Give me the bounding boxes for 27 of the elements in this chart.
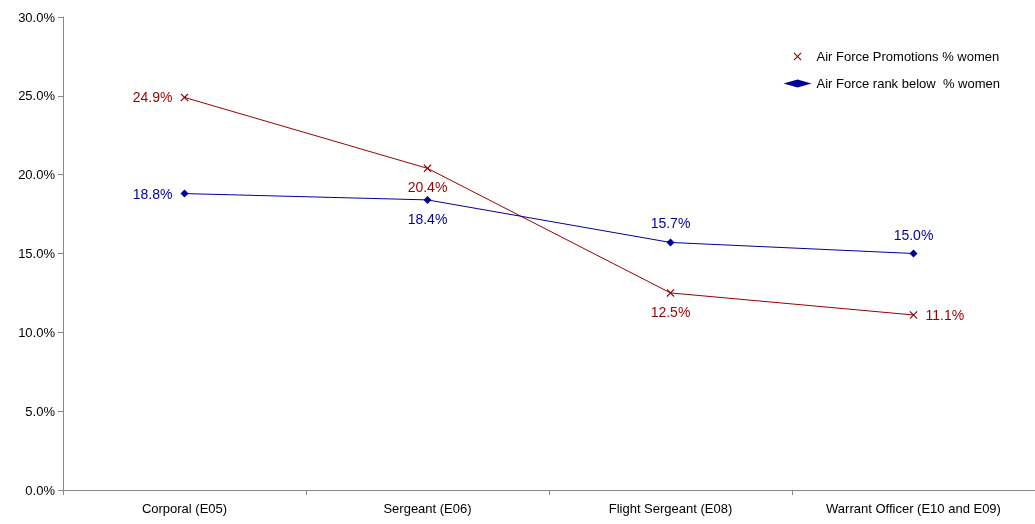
point (180, 189, 189, 198)
point (423, 195, 432, 204)
y-tick-label: 5.0% (25, 403, 56, 419)
data-label: 15.7% (650, 215, 691, 232)
point (666, 238, 675, 247)
data-label: 15.0% (893, 226, 934, 243)
y-tick-label: 15.0% (18, 246, 56, 261)
data-label: 12.5% (650, 303, 691, 320)
data-label: 11.1% (925, 306, 965, 323)
point (666, 288, 675, 297)
y-tick-label: 0.0% (25, 482, 56, 498)
x-tick-label: Corporal (E05) (141, 501, 228, 516)
data-label: 18.8% (132, 185, 173, 202)
y-tick-label: 25.0% (18, 88, 56, 104)
legend-label: Air Force rank below % women (816, 76, 1000, 91)
y-tick-label: 10.0% (18, 324, 56, 340)
x-tick-label: Flight Sergeant (E08) (608, 501, 733, 516)
point (909, 249, 918, 258)
data-label: 18.4% (407, 210, 448, 227)
legend-label: Air Force Promotions % women (816, 49, 1000, 64)
y-tick-label: 30.0% (18, 9, 56, 25)
data-label: 24.9% (132, 89, 173, 106)
point (909, 310, 918, 319)
data-label: 20.4% (407, 179, 448, 196)
x-tick-label: Sergeant (E06) (383, 501, 472, 516)
x-tick-label: Warrant Officer (E10 and E09) (826, 501, 1001, 516)
y-tick-label: 20.0% (18, 167, 56, 183)
